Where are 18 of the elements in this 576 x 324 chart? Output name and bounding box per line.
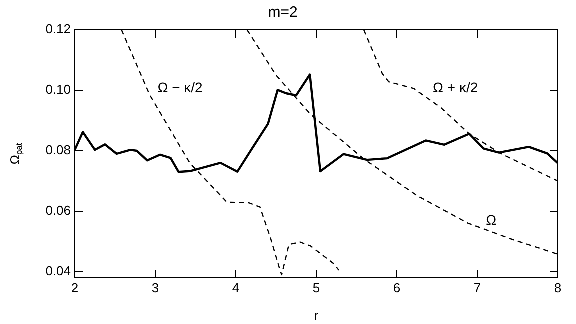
series-label: Ω <box>486 212 497 228</box>
y-tick-label: 0.04 <box>46 264 71 279</box>
chart-title: m=2 <box>268 4 298 22</box>
x-tick-label: 6 <box>393 280 401 296</box>
y-tick-label: 0.12 <box>46 22 71 37</box>
x-tick-label: 4 <box>232 280 240 296</box>
x-tick-label: 8 <box>554 280 562 296</box>
x-tick-label: 3 <box>152 280 160 296</box>
x-tick-label: 5 <box>312 280 320 296</box>
series-label: Ω + κ/2 <box>433 80 478 96</box>
y-tick-label: 0.08 <box>46 142 71 158</box>
series-label: Ω − κ/2 <box>158 80 204 96</box>
y-tick-label: 0.10 <box>46 82 71 98</box>
x-tick-label: 7 <box>474 280 482 296</box>
y-axis-title: Ωpat <box>8 142 24 165</box>
x-tick-label: 2 <box>71 280 79 296</box>
x-axis-title: r <box>314 308 320 323</box>
y-tick-label: 0.06 <box>46 203 71 218</box>
